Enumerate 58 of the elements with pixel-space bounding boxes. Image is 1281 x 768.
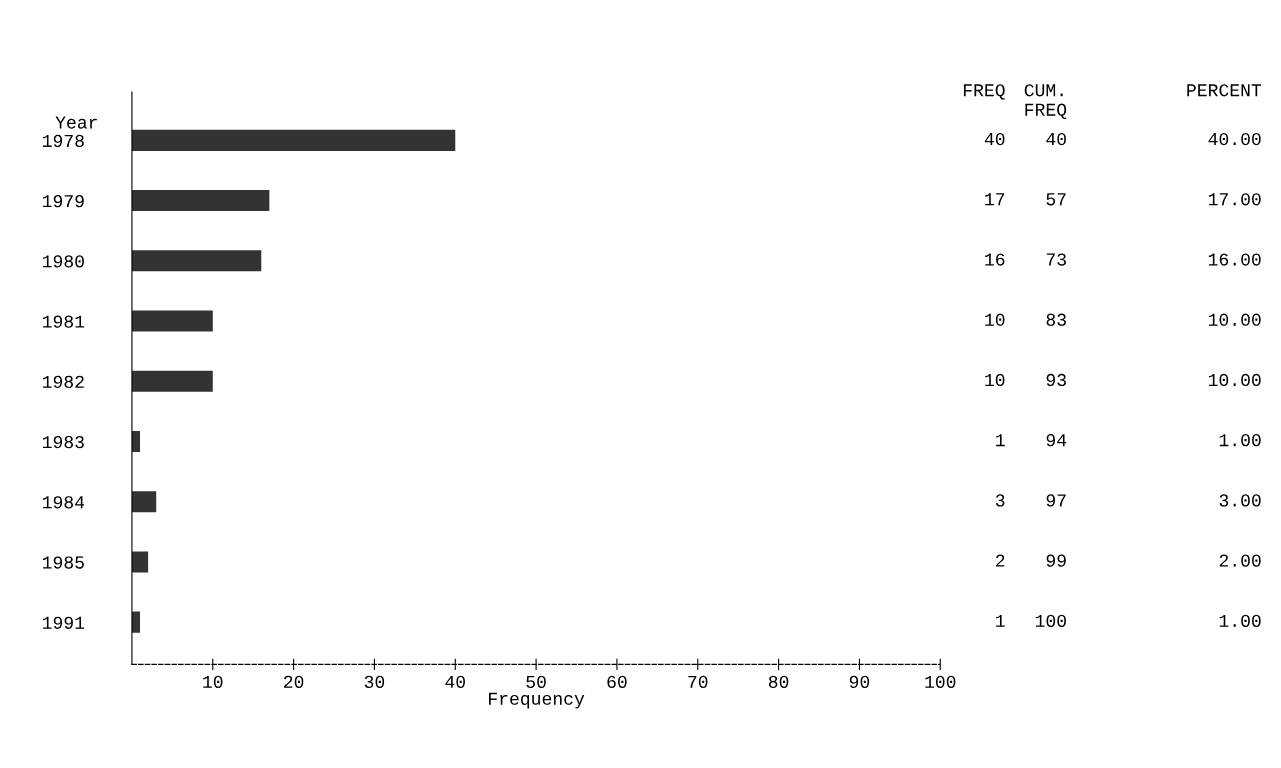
bar [131, 250, 262, 272]
bar [131, 129, 456, 151]
text: 10.00 [1208, 313, 1261, 326]
y-tick-label: 1983 [42, 435, 84, 449]
text: 40 [1046, 132, 1066, 146]
x-axis-title: Frequency [489, 692, 585, 709]
x-tick-label: 80 [768, 675, 789, 688]
data-label: 2 [996, 554, 1005, 567]
text: 2.00 [1219, 554, 1261, 567]
y-tick-label: 1991 [42, 616, 85, 629]
x-tick-label: 50 [526, 675, 546, 688]
data-label: 10 [985, 313, 1005, 326]
y-axis-title: Year [55, 116, 97, 129]
x-tick-label: 70 [688, 675, 708, 688]
data-label: 1 [996, 614, 1005, 627]
y-tick-label: 1981 [42, 315, 85, 328]
data-label: 3 [995, 494, 1005, 507]
text: 94 [1046, 434, 1067, 447]
text: 57 [1046, 193, 1066, 206]
data-label: 1 [996, 434, 1005, 447]
y-tick-label: 1979 [42, 195, 84, 208]
data-label: 16 [985, 253, 1005, 266]
text: 93 [1046, 373, 1066, 387]
x-tick-label: 100 [925, 675, 956, 688]
text: 83 [1046, 313, 1066, 326]
text: 16.00 [1208, 253, 1261, 266]
data-label: 17 [985, 193, 1005, 206]
data-label: 40 [984, 132, 1005, 146]
text: 99 [1046, 554, 1066, 567]
bar [131, 310, 213, 332]
y-tick-label: 1980 [42, 255, 84, 268]
x-tick-label: 40 [445, 675, 465, 688]
x-tick-label: 60 [607, 675, 627, 688]
text: 73 [1046, 253, 1066, 266]
x-tick-label: 20 [284, 675, 304, 688]
text: 17.00 [1208, 193, 1261, 206]
bar [131, 370, 213, 392]
x-tick-label: 30 [364, 675, 385, 688]
text: 97 [1046, 494, 1066, 507]
text: 3.00 [1219, 494, 1261, 507]
x-tick-label: 90 [849, 675, 870, 688]
bar [131, 551, 149, 573]
text: 1.00 [1219, 614, 1261, 628]
text: FREQ [963, 84, 1005, 100]
y-tick-label: 1984 [42, 496, 85, 509]
text: 1.00 [1219, 434, 1261, 447]
y-tick-label: 1982 [42, 375, 84, 388]
text: CUM. FREQ [1024, 84, 1067, 120]
y-tick-label: 1985 [42, 556, 84, 569]
y-tick-label: 1978 [42, 134, 84, 148]
bar [131, 190, 270, 212]
bar [131, 491, 157, 513]
text: 40.00 [1208, 132, 1261, 146]
text: PERCENT [1187, 84, 1262, 97]
x-tick-label: 10 [203, 675, 223, 688]
data-label: 10 [985, 373, 1005, 387]
text: 100 [1035, 614, 1066, 628]
text: 10.00 [1208, 373, 1261, 387]
